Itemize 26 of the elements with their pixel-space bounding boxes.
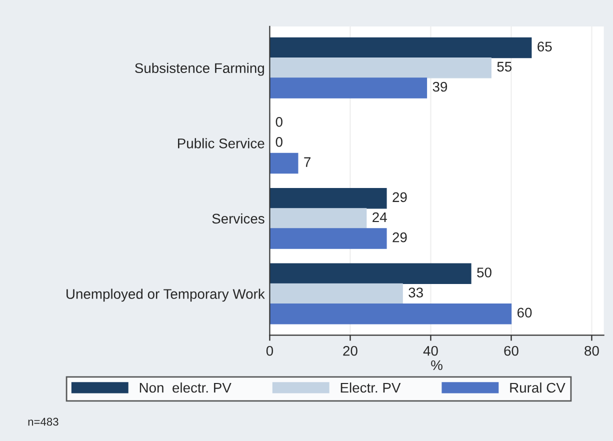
y-tick-label: Subsistence Farming: [135, 62, 264, 76]
x-tick-label: 60: [504, 346, 518, 356]
x-tick-label: 0: [266, 346, 274, 356]
data-label: 65: [538, 42, 552, 52]
text: n=483: [28, 418, 58, 426]
legend-label: Non electr. PV: [140, 382, 232, 393]
x-tick-label: 20: [343, 346, 358, 356]
data-label: 0: [276, 116, 282, 127]
x-axis-title: %: [431, 360, 442, 370]
data-label: 55: [497, 62, 512, 72]
y-tick-label: Services: [212, 213, 264, 224]
y-tick-label: Public Service: [178, 138, 264, 148]
legend-label: Electr. PV: [340, 382, 401, 393]
data-label: 33: [408, 288, 423, 298]
x-tick-label: 40: [423, 346, 438, 356]
data-label: 24: [372, 212, 387, 222]
data-label: 39: [432, 82, 448, 92]
legend-label: Rural CV: [510, 382, 566, 393]
data-label: 7: [304, 157, 310, 167]
data-label: 50: [477, 268, 492, 278]
y-tick-label: Unemployed or Temporary Work: [66, 288, 265, 302]
data-label: 0: [276, 137, 282, 147]
x-tick-label: 80: [584, 346, 599, 356]
data-label: 60: [517, 308, 532, 318]
data-label: 29: [392, 232, 407, 242]
data-label: 29: [392, 192, 407, 202]
